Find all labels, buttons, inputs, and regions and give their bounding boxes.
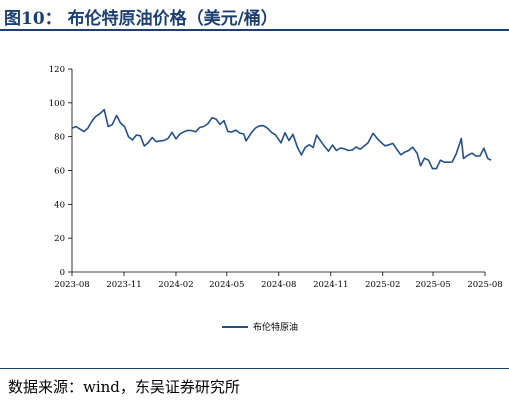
x-tick-label: 2024-08 (261, 280, 296, 290)
y-tick-label: 100 (49, 99, 65, 109)
legend: 布伦特原油 (222, 321, 298, 333)
title-divider (0, 29, 509, 31)
x-tick-label: 2023-11 (106, 280, 141, 290)
y-axis-ticks: 0 20 40 60 80 100 120 (49, 65, 72, 278)
y-tick-label: 80 (54, 133, 65, 143)
x-tick-label: 2025-08 (467, 280, 502, 290)
x-tick-label: 2024-05 (209, 280, 244, 290)
y-tick-label: 20 (54, 234, 65, 244)
y-tick-label: 60 (54, 167, 65, 177)
figure-title: 图10： 布伦特原油价格（美元/桶） (4, 9, 278, 29)
y-tick-label: 120 (49, 65, 65, 75)
x-tick-label: 2025-02 (365, 280, 400, 290)
y-tick-label: 0 (60, 268, 65, 278)
x-tick-label: 2023-08 (54, 280, 89, 290)
x-tick-label: 2024-11 (313, 280, 348, 290)
chart-axes (71, 69, 485, 273)
plot-area (71, 108, 492, 170)
footer-divider (0, 368, 509, 369)
series-line (71, 108, 492, 170)
x-tick-label: 2025-05 (415, 280, 450, 290)
legend-label: 布伦特原油 (253, 321, 298, 333)
x-tick-label: 2024-02 (158, 280, 193, 290)
source-note: 数据来源：wind，东吴证券研究所 (8, 378, 240, 396)
x-axis-ticks: 2023-08 2023-11 2024-02 2024-05 2024-08 2024-… (54, 272, 503, 290)
y-tick-label: 40 (54, 200, 65, 210)
